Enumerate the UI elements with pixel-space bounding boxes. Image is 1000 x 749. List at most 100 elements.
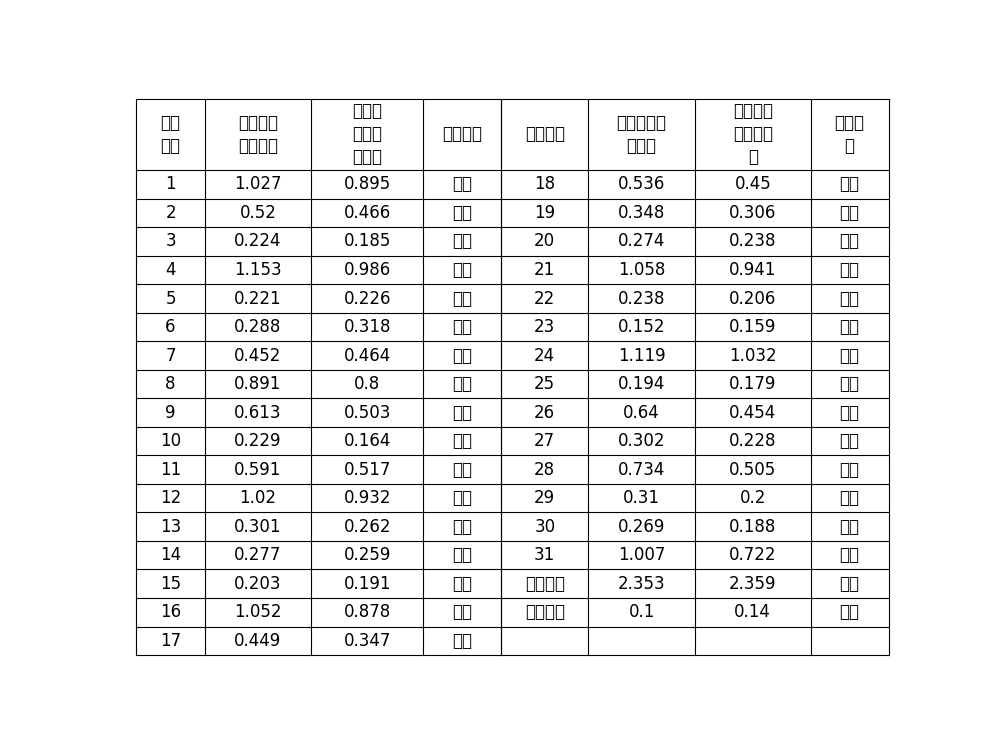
Text: 0.891: 0.891 <box>234 375 282 393</box>
Text: 合格: 合格 <box>840 318 860 336</box>
Text: 3: 3 <box>165 232 176 250</box>
Text: 合格: 合格 <box>840 290 860 308</box>
Text: 新配指
示剂检
测结果: 新配指 示剂检 测结果 <box>352 103 382 166</box>
Text: 0.238: 0.238 <box>618 290 665 308</box>
Text: 1.027: 1.027 <box>234 175 282 193</box>
Text: 0.503: 0.503 <box>344 404 391 422</box>
Text: 样品
编号: 样品 编号 <box>161 114 181 155</box>
Text: 0.31: 0.31 <box>623 489 660 507</box>
Text: 0.306: 0.306 <box>729 204 776 222</box>
Text: 0.45: 0.45 <box>734 175 771 193</box>
Text: 22: 22 <box>534 290 555 308</box>
Text: 合格: 合格 <box>840 347 860 365</box>
Text: 0.238: 0.238 <box>729 232 777 250</box>
Text: 28: 28 <box>534 461 555 479</box>
Text: 24: 24 <box>534 347 555 365</box>
Text: 1.02: 1.02 <box>239 489 276 507</box>
Text: 7: 7 <box>165 347 176 365</box>
Text: 0.191: 0.191 <box>343 574 391 592</box>
Text: 20: 20 <box>534 232 555 250</box>
Text: 合格: 合格 <box>452 489 472 507</box>
Text: 0.347: 0.347 <box>344 632 391 650</box>
Text: 新配指示
剂检测结
果: 新配指示 剂检测结 果 <box>733 103 773 166</box>
Text: 结果判
定: 结果判 定 <box>835 114 865 155</box>
Text: 0.64: 0.64 <box>623 404 660 422</box>
Text: 10: 10 <box>160 432 181 450</box>
Text: 0.179: 0.179 <box>729 375 776 393</box>
Text: 合格: 合格 <box>840 175 860 193</box>
Text: 1: 1 <box>165 175 176 193</box>
Text: 合格: 合格 <box>452 290 472 308</box>
Text: 合格: 合格 <box>840 461 860 479</box>
Text: 5: 5 <box>165 290 176 308</box>
Text: 0.895: 0.895 <box>344 175 391 193</box>
Text: 1.032: 1.032 <box>729 347 777 365</box>
Text: 合格: 合格 <box>452 204 472 222</box>
Text: 0.8: 0.8 <box>354 375 380 393</box>
Text: 0.185: 0.185 <box>344 232 391 250</box>
Text: 8: 8 <box>165 375 176 393</box>
Text: 合格: 合格 <box>840 232 860 250</box>
Text: 1.007: 1.007 <box>618 546 665 564</box>
Text: 4: 4 <box>165 261 176 279</box>
Text: 0.348: 0.348 <box>618 204 665 222</box>
Text: 1.058: 1.058 <box>618 261 665 279</box>
Text: 合格: 合格 <box>840 204 860 222</box>
Text: 0.277: 0.277 <box>234 546 282 564</box>
Text: 0.932: 0.932 <box>343 489 391 507</box>
Text: 0.2: 0.2 <box>740 489 766 507</box>
Text: 0.288: 0.288 <box>234 318 282 336</box>
Text: 0.722: 0.722 <box>729 546 777 564</box>
Text: 0.301: 0.301 <box>234 518 282 536</box>
Text: 17: 17 <box>160 632 181 650</box>
Text: 0.259: 0.259 <box>344 546 391 564</box>
Text: 0.878: 0.878 <box>344 603 391 621</box>
Text: 阳性对照: 阳性对照 <box>525 574 565 592</box>
Text: 1.153: 1.153 <box>234 261 282 279</box>
Text: 0.452: 0.452 <box>234 347 282 365</box>
Text: 合格: 合格 <box>840 375 860 393</box>
Text: 合格: 合格 <box>840 261 860 279</box>
Text: 合格: 合格 <box>452 232 472 250</box>
Text: 0.454: 0.454 <box>729 404 776 422</box>
Text: 0.449: 0.449 <box>234 632 282 650</box>
Text: 合格: 合格 <box>452 518 472 536</box>
Text: 0.203: 0.203 <box>234 574 282 592</box>
Text: 6: 6 <box>165 318 176 336</box>
Text: 31: 31 <box>534 546 555 564</box>
Text: 0.229: 0.229 <box>234 432 282 450</box>
Text: 合格: 合格 <box>452 461 472 479</box>
Text: 0.734: 0.734 <box>618 461 665 479</box>
Text: 合格: 合格 <box>452 574 472 592</box>
Text: 2.353: 2.353 <box>618 574 665 592</box>
Text: 结果判定: 结果判定 <box>442 125 482 143</box>
Text: 阴性对照: 阴性对照 <box>525 603 565 621</box>
Text: 0.613: 0.613 <box>234 404 282 422</box>
Text: 1.119: 1.119 <box>618 347 665 365</box>
Text: 合格: 合格 <box>452 375 472 393</box>
Text: 0.52: 0.52 <box>240 204 276 222</box>
Text: 0.152: 0.152 <box>618 318 665 336</box>
Text: 合格: 合格 <box>452 175 472 193</box>
Text: 25: 25 <box>534 375 555 393</box>
Text: 0.14: 0.14 <box>734 603 771 621</box>
Text: 0.224: 0.224 <box>234 232 282 250</box>
Text: 30: 30 <box>534 518 555 536</box>
Text: 26: 26 <box>534 404 555 422</box>
Text: 合格: 合格 <box>840 404 860 422</box>
Text: 合格: 合格 <box>452 603 472 621</box>
Text: 14: 14 <box>160 546 181 564</box>
Text: 合格: 合格 <box>452 261 472 279</box>
Text: 合格: 合格 <box>452 404 472 422</box>
Text: 0.269: 0.269 <box>618 518 665 536</box>
Text: 11: 11 <box>160 461 181 479</box>
Text: 0.464: 0.464 <box>344 347 391 365</box>
Text: 0.466: 0.466 <box>344 204 391 222</box>
Text: 合格: 合格 <box>840 546 860 564</box>
Text: 0.188: 0.188 <box>729 518 776 536</box>
Text: 合格: 合格 <box>840 574 860 592</box>
Text: 0.228: 0.228 <box>729 432 777 450</box>
Text: 合格: 合格 <box>452 318 472 336</box>
Text: 原试剂盒
检测结果: 原试剂盒 检测结果 <box>238 114 278 155</box>
Text: 0.941: 0.941 <box>729 261 776 279</box>
